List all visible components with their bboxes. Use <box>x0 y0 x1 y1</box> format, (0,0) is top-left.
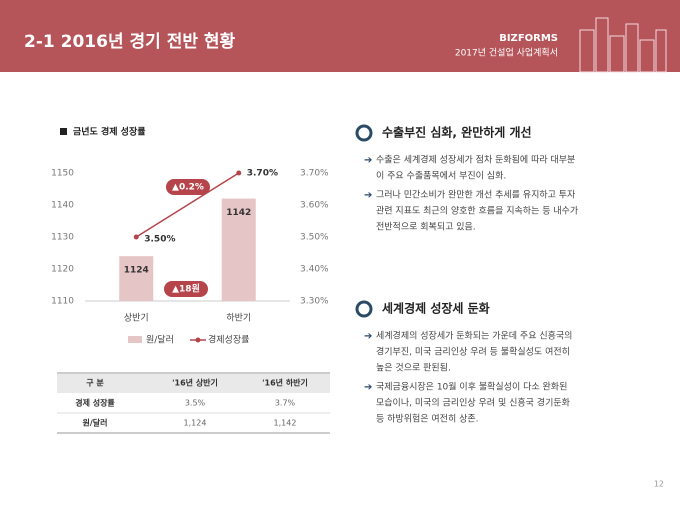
bullet-text: 국제금융시장은 10월 이후 불확실성이 다소 완화된 <box>376 381 567 393</box>
table-header-bg <box>57 374 330 393</box>
y-tick-label: 1150 <box>51 169 74 179</box>
chart-title: 금년도 경제 성장률 <box>73 126 146 138</box>
line <box>135 172 240 238</box>
y2-tick-label: 3.60% <box>300 201 329 211</box>
bullet-text: 그러나 민간소비가 완만한 개선 추세를 유지하고 투자 <box>376 190 576 201</box>
section-title: 수출부진 심화, 완만하게 개선 <box>382 125 532 140</box>
bullet-arrow: ➔ <box>364 382 372 393</box>
section-icon <box>355 300 373 318</box>
page-number: 12 <box>654 480 664 489</box>
line-label: 3.50% <box>144 235 175 245</box>
annotation: ▲18원 <box>172 283 200 295</box>
bullet-text: 전반적으로 회복되고 있음. <box>376 221 476 233</box>
y-tick-label: 1130 <box>51 233 74 243</box>
bullet-text: 세계경제의 성장세가 둔화되는 가운데 주요 신흥국의 <box>376 330 572 342</box>
annotation-box <box>166 179 210 195</box>
y2-tick-label: 3.70% <box>300 169 329 179</box>
header-band <box>0 0 680 72</box>
bullet-text: 이 주요 수출품목에서 부진이 심화. <box>376 171 506 182</box>
bullet-text: 높은 것으로 판된됨. <box>376 362 451 374</box>
x-tick-label: 하반기 <box>226 313 251 324</box>
table-header: '16년 하반기 <box>262 378 308 388</box>
annotation: ▲0.2% <box>172 183 204 193</box>
y2-tick-label: 3.40% <box>300 265 329 275</box>
legend-swatch <box>195 337 201 343</box>
section-title: 세계경제 성장세 둔화 <box>382 301 490 316</box>
legend-label: 원/달러 <box>146 334 174 346</box>
header-subtitle: 2017년 건설업 사업계획서 <box>455 47 558 59</box>
legend-label: 경제성장률 <box>208 334 249 346</box>
table-cell: 1,142 <box>274 419 297 428</box>
section-icon <box>355 124 373 142</box>
table-cell: 경제 성장률 <box>75 398 115 408</box>
table-header: 구 분 <box>86 379 104 388</box>
line-marker <box>236 170 242 176</box>
brand: BIZFORMS <box>499 33 558 44</box>
annotation-box <box>164 281 208 297</box>
table-cell: 3.7% <box>275 399 296 408</box>
bullet-text: 수출은 세계경제 성장세가 점차 둔화됨에 따라 대부분 <box>376 154 575 166</box>
line-marker <box>133 234 139 240</box>
bar <box>119 256 154 301</box>
bullet-arrow: ➔ <box>364 155 372 166</box>
table-cell: 3.5% <box>185 399 206 408</box>
bullet-text: 모습이나, 미국의 금리인상 우려 및 신흥국 경기둔화 <box>376 397 570 409</box>
bar-label: 1124 <box>124 266 149 276</box>
table-cell: 원/달러 <box>82 418 107 428</box>
line-label: 3.70% <box>247 169 278 179</box>
y2-tick-label: 3.30% <box>300 297 329 307</box>
table-header: '16년 상반기 <box>172 378 218 388</box>
bar <box>221 198 256 301</box>
y2-tick-label: 3.50% <box>300 233 329 243</box>
y-tick-label: 1140 <box>51 201 74 211</box>
title-bullet <box>60 128 67 135</box>
y-tick-label: 1120 <box>51 265 74 275</box>
bar-label: 1142 <box>226 208 251 218</box>
bullet-text: 등 하방위험은 여전히 상존. <box>376 413 479 425</box>
table-cell: 1,124 <box>184 419 207 428</box>
bullet-text: 경기부진, 미국 금리인상 우려 등 불확실성도 여전히 <box>376 346 570 358</box>
bullet-arrow: ➔ <box>364 331 372 342</box>
x-tick-label: 상반기 <box>124 313 149 324</box>
header-title: 2-1 2016년 경기 전반 현황 <box>24 32 236 52</box>
city-icon <box>579 17 667 73</box>
bullet-text: 관련 지표도 최근의 양호한 흐름을 지속하는 등 내수가 <box>376 206 578 217</box>
y-tick-label: 1110 <box>51 297 74 307</box>
legend-swatch <box>128 336 142 343</box>
bullet-arrow: ➔ <box>364 190 372 201</box>
